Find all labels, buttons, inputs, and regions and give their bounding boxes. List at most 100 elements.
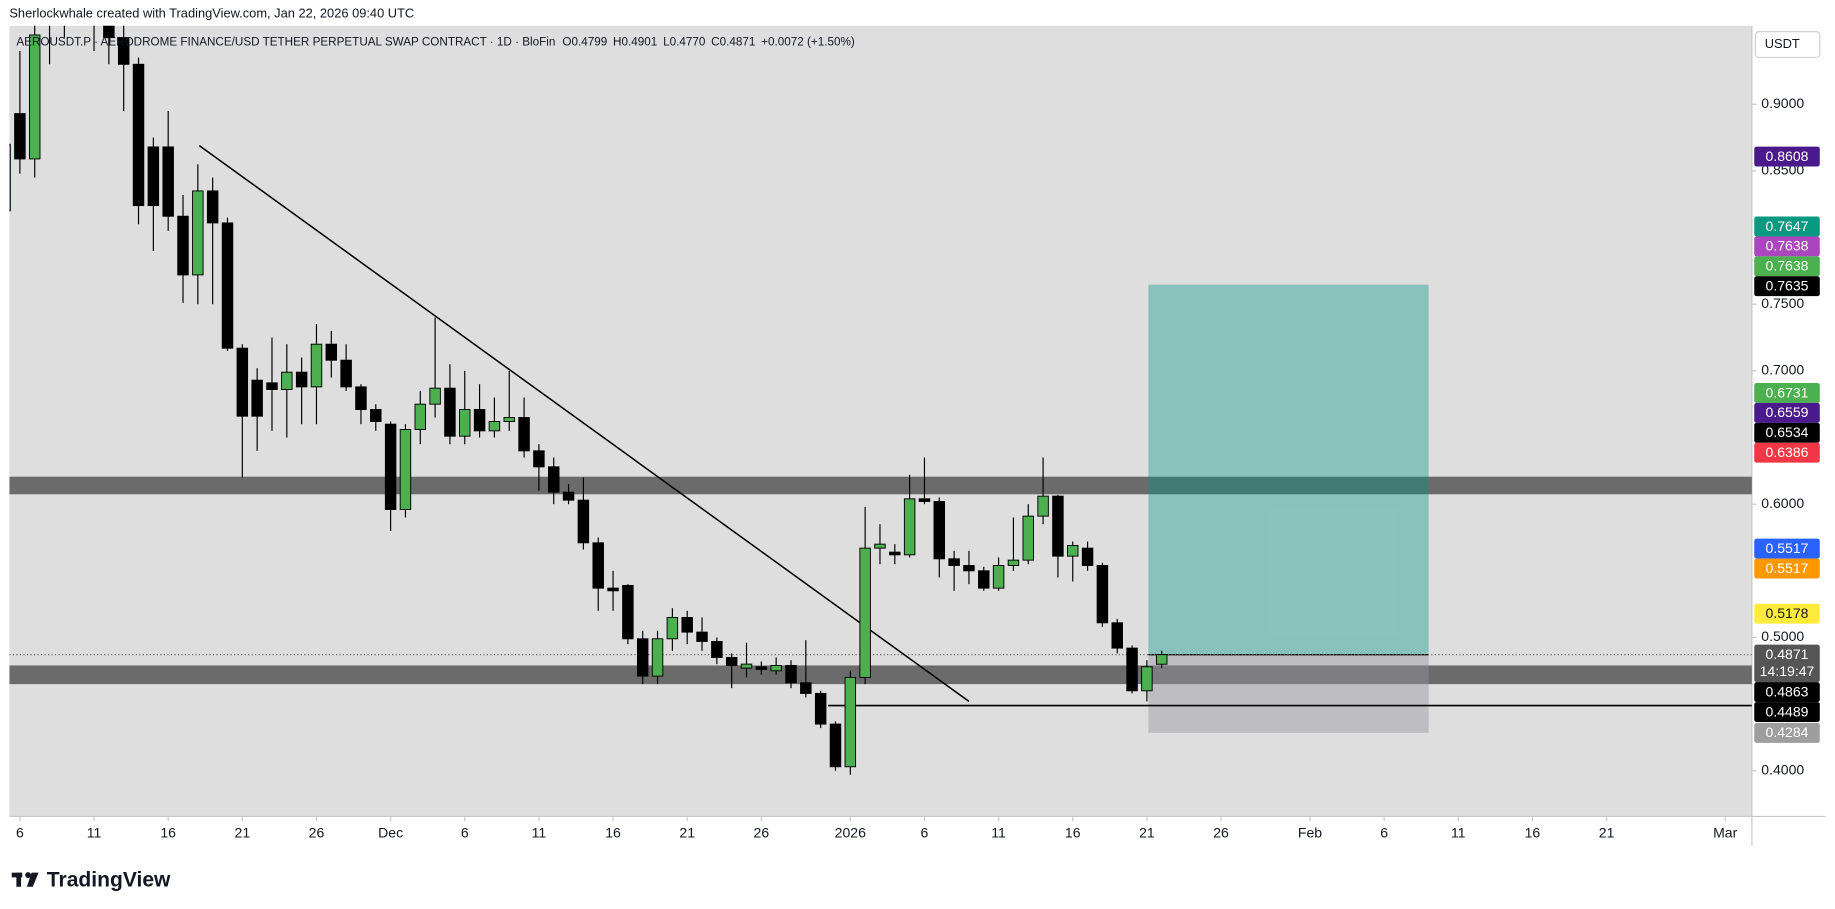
- candle-body: [592, 542, 604, 589]
- candle-body: [562, 491, 575, 501]
- legend-value: H0.4901: [613, 35, 657, 48]
- y-tick-label: 0.5000: [1761, 628, 1804, 644]
- y-tick-label: 0.7500: [1761, 295, 1804, 311]
- price-label: 0.6731: [1766, 384, 1809, 400]
- x-tick-label: 21: [235, 825, 251, 841]
- candle-body: [918, 498, 931, 502]
- candle-body: [978, 570, 990, 589]
- x-tick-label: 16: [1525, 825, 1541, 841]
- price-label: 0.4284: [1766, 724, 1809, 740]
- candle-body: [1081, 547, 1094, 566]
- currency[interactable]: USDT: [1765, 36, 1800, 51]
- candle-body: [503, 417, 515, 422]
- price-label-box: [1754, 216, 1820, 237]
- candle-body: [740, 663, 753, 669]
- y-tick-label: 0.9000: [1761, 95, 1804, 111]
- candle-body: [266, 382, 278, 390]
- candle-body: [1007, 559, 1020, 566]
- price-label: 0.5178: [1766, 605, 1809, 621]
- x-tick-label: 11: [532, 825, 547, 841]
- legend-value: +0.0072 (+1.50%): [761, 35, 855, 48]
- price-label: 0.8608: [1766, 148, 1809, 164]
- candle-body: [696, 631, 708, 642]
- candle-body: [651, 638, 664, 677]
- legend-value: C0.4871: [711, 35, 755, 48]
- candle-body: [414, 403, 427, 430]
- candle-body: [325, 343, 338, 361]
- candle-body: [444, 387, 456, 437]
- candle-body: [533, 450, 545, 468]
- candle-body: [844, 676, 857, 768]
- candle-body: [370, 409, 382, 422]
- candle-body: [221, 222, 234, 349]
- price-label: 0.7647: [1766, 218, 1809, 234]
- candle-body: [755, 666, 768, 670]
- candle-body: [399, 429, 412, 510]
- candle-body: [295, 371, 308, 388]
- candle-body: [1111, 622, 1123, 649]
- brand-logo: [11, 872, 39, 887]
- candle-body: [889, 551, 901, 556]
- x-tick-label: 6: [1380, 825, 1388, 841]
- price-label: 0.4489: [1766, 703, 1809, 719]
- candle-body: [429, 387, 441, 405]
- price-label-box: [1754, 722, 1820, 743]
- stop-zone: [1148, 654, 1429, 733]
- candle-body: [1126, 647, 1138, 692]
- x-tick-label: 16: [1065, 825, 1081, 841]
- candle-body: [547, 466, 560, 493]
- symbol: AEROUSDT.P · AERODROME FINANCE/USD TETHE…: [16, 35, 555, 48]
- x-tick-label: 26: [754, 825, 770, 841]
- attribution: Sherlockwhale created with TradingView.c…: [9, 5, 414, 20]
- x-tick-label: 21: [679, 825, 695, 841]
- candle-body: [384, 423, 397, 510]
- candle-body: [147, 146, 160, 207]
- candle-body: [622, 584, 634, 640]
- candle-body: [355, 386, 367, 410]
- price-label-box: [1754, 702, 1820, 722]
- candle-body: [473, 409, 486, 432]
- candle-body: [800, 682, 812, 694]
- price-label-box: [1754, 236, 1820, 257]
- price-label-box: [1754, 538, 1820, 559]
- y-tick-label: 0.7000: [1761, 362, 1804, 378]
- candle-body: [577, 499, 590, 544]
- x-tick-label: 21: [1599, 825, 1615, 841]
- candle-body: [1052, 495, 1064, 557]
- candle-body: [518, 417, 530, 452]
- axes: 0.40000.50000.60000.70000.75000.85000.90…: [16, 95, 1820, 841]
- candle-body: [814, 692, 827, 725]
- support-zone: [9, 665, 1752, 685]
- support-zone: [9, 476, 1752, 495]
- candle-body: [1022, 515, 1034, 561]
- candle-body: [251, 379, 263, 417]
- candle-body: [963, 565, 975, 572]
- candle-body: [9, 143, 11, 212]
- price-label: 0.7635: [1766, 278, 1809, 294]
- candle-body: [281, 371, 293, 390]
- candle-body: [1155, 654, 1168, 665]
- x-tick-label: Mar: [1713, 825, 1738, 841]
- price-label: 0.4871: [1766, 646, 1809, 662]
- x-tick-label: 6: [16, 825, 24, 841]
- legend-value: O0.4799: [562, 35, 607, 48]
- price-label: 0.4863: [1766, 683, 1809, 699]
- candle-body: [725, 656, 738, 666]
- price-label-box: [1754, 558, 1820, 579]
- plot-area: [9, 25, 1752, 817]
- legend: AEROUSDT.P · AERODROME FINANCE/USD TETHE…: [16, 35, 854, 48]
- currency-box[interactable]: [1754, 31, 1821, 58]
- x-tick-label: 21: [1139, 825, 1155, 841]
- candle-body: [28, 34, 41, 160]
- candle-body: [903, 498, 916, 556]
- candle-body: [992, 565, 1005, 589]
- price-label-box: [1754, 276, 1820, 297]
- x-tick-label: 26: [1213, 825, 1229, 841]
- candle-body: [785, 664, 797, 684]
- candle-body: [310, 343, 323, 388]
- candle-body: [1096, 565, 1109, 624]
- candle-body: [1067, 545, 1079, 557]
- candle-body: [488, 421, 501, 432]
